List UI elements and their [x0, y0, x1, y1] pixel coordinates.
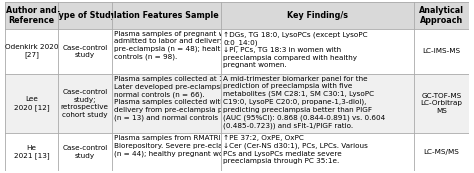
Text: He
2021 [13]: He 2021 [13] [14, 145, 49, 159]
Text: Author and
Reference: Author and Reference [6, 6, 57, 25]
Text: ↑PE 37:2, OxPE, OxPC
↓Cer (Cer-NS d30:1), PCs, LPCs. Various
PCs and LysoPCs med: ↑PE 37:2, OxPE, OxPC ↓Cer (Cer-NS d30:1)… [223, 135, 368, 164]
Text: Plasma samples of pregnant women
admitted to labor and delivery. Term
pre-eclamp: Plasma samples of pregnant women admitte… [114, 31, 256, 60]
Bar [5, 29, 469, 74]
Text: Case-control
study: Case-control study [62, 145, 108, 159]
Bar [5, 133, 469, 171]
Text: Population Features Sample Size: Population Features Sample Size [91, 11, 241, 20]
Text: LC-MS/MS: LC-MS/MS [423, 149, 459, 155]
Text: Key Finding/s: Key Finding/s [287, 11, 347, 20]
Text: GC-TOF-MS
LC-Orbitrap
MS: GC-TOF-MS LC-Orbitrap MS [420, 93, 463, 114]
Text: Case-control
study;
retrospective
cohort study: Case-control study; retrospective cohort… [61, 89, 109, 118]
Text: Analytical
Approach: Analytical Approach [419, 6, 464, 25]
Text: A mid-trimester biomarker panel for the
prediction of preeclampsia with five
met: A mid-trimester biomarker panel for the … [223, 76, 385, 129]
Text: Plasma samples collected at 16-24 weeks.
Later developed pre-eclampsia (n = 33);: Plasma samples collected at 16-24 weeks.… [114, 76, 267, 121]
Bar [5, 2, 469, 29]
Text: Type of Study: Type of Study [54, 11, 116, 20]
Text: Lee
2020 [12]: Lee 2020 [12] [14, 96, 49, 111]
Text: ↑DGs, TG 18:0, LysoPCs (except LysoPC
0:0_14:0)
↓PI, PCs, TG 18:3 in women with
: ↑DGs, TG 18:0, LysoPCs (except LysoPC 0:… [223, 31, 368, 68]
Text: LC-IMS-MS: LC-IMS-MS [422, 48, 460, 54]
Text: Odenkirk 2020
[27]: Odenkirk 2020 [27] [5, 44, 58, 58]
Bar [5, 74, 469, 133]
Text: Case-control
study: Case-control study [62, 45, 108, 58]
Text: Plasma samples from RMATRIX Hawaii
Biorepository. Severe pre-eclampsia
(n = 44);: Plasma samples from RMATRIX Hawaii Biore… [114, 135, 273, 157]
